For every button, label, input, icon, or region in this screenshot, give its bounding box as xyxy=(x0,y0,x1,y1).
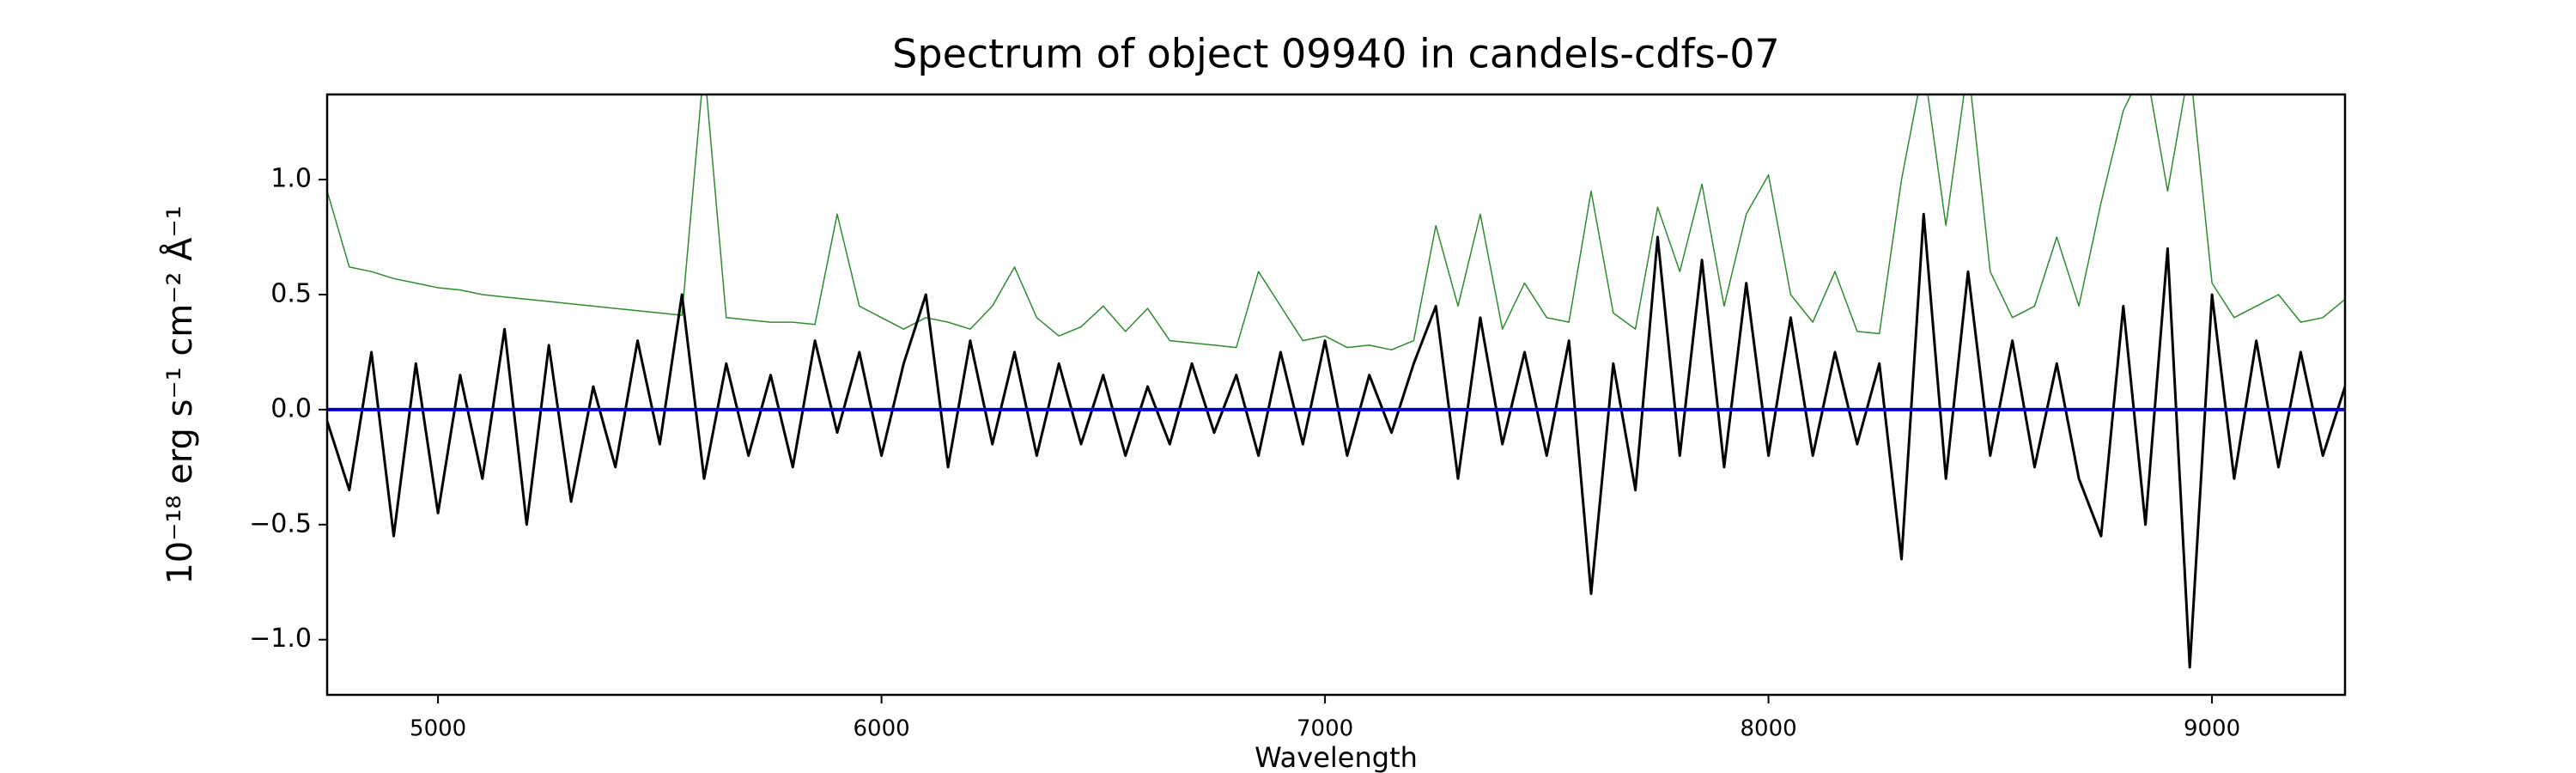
y-tick-label: 0.0 xyxy=(270,393,312,423)
y-tick-label: −1.0 xyxy=(249,624,312,654)
plot-frame xyxy=(325,93,2347,697)
x-tick-label: 5000 xyxy=(410,716,466,742)
y-tick-label: −0.5 xyxy=(249,508,312,539)
y-tick-label: 1.0 xyxy=(270,164,312,194)
chart-title: Spectrum of object 09940 in candels-cdfs… xyxy=(892,31,1780,77)
x-tick-label: 6000 xyxy=(854,716,910,742)
plot-area xyxy=(327,94,2345,669)
x-tick-label: 7000 xyxy=(1297,716,1353,742)
spectrum-line xyxy=(327,94,2345,351)
x-axis-label: Wavelength xyxy=(1255,741,1418,773)
y-axis-label: 10⁻¹⁸ erg s⁻¹ cm⁻² Å⁻¹ xyxy=(159,205,200,584)
y-tick-label: 0.5 xyxy=(270,279,312,309)
spectrum-line xyxy=(327,212,2345,669)
x-tick-label: 9000 xyxy=(2184,716,2240,742)
x-tick-label: 8000 xyxy=(1740,716,1796,742)
